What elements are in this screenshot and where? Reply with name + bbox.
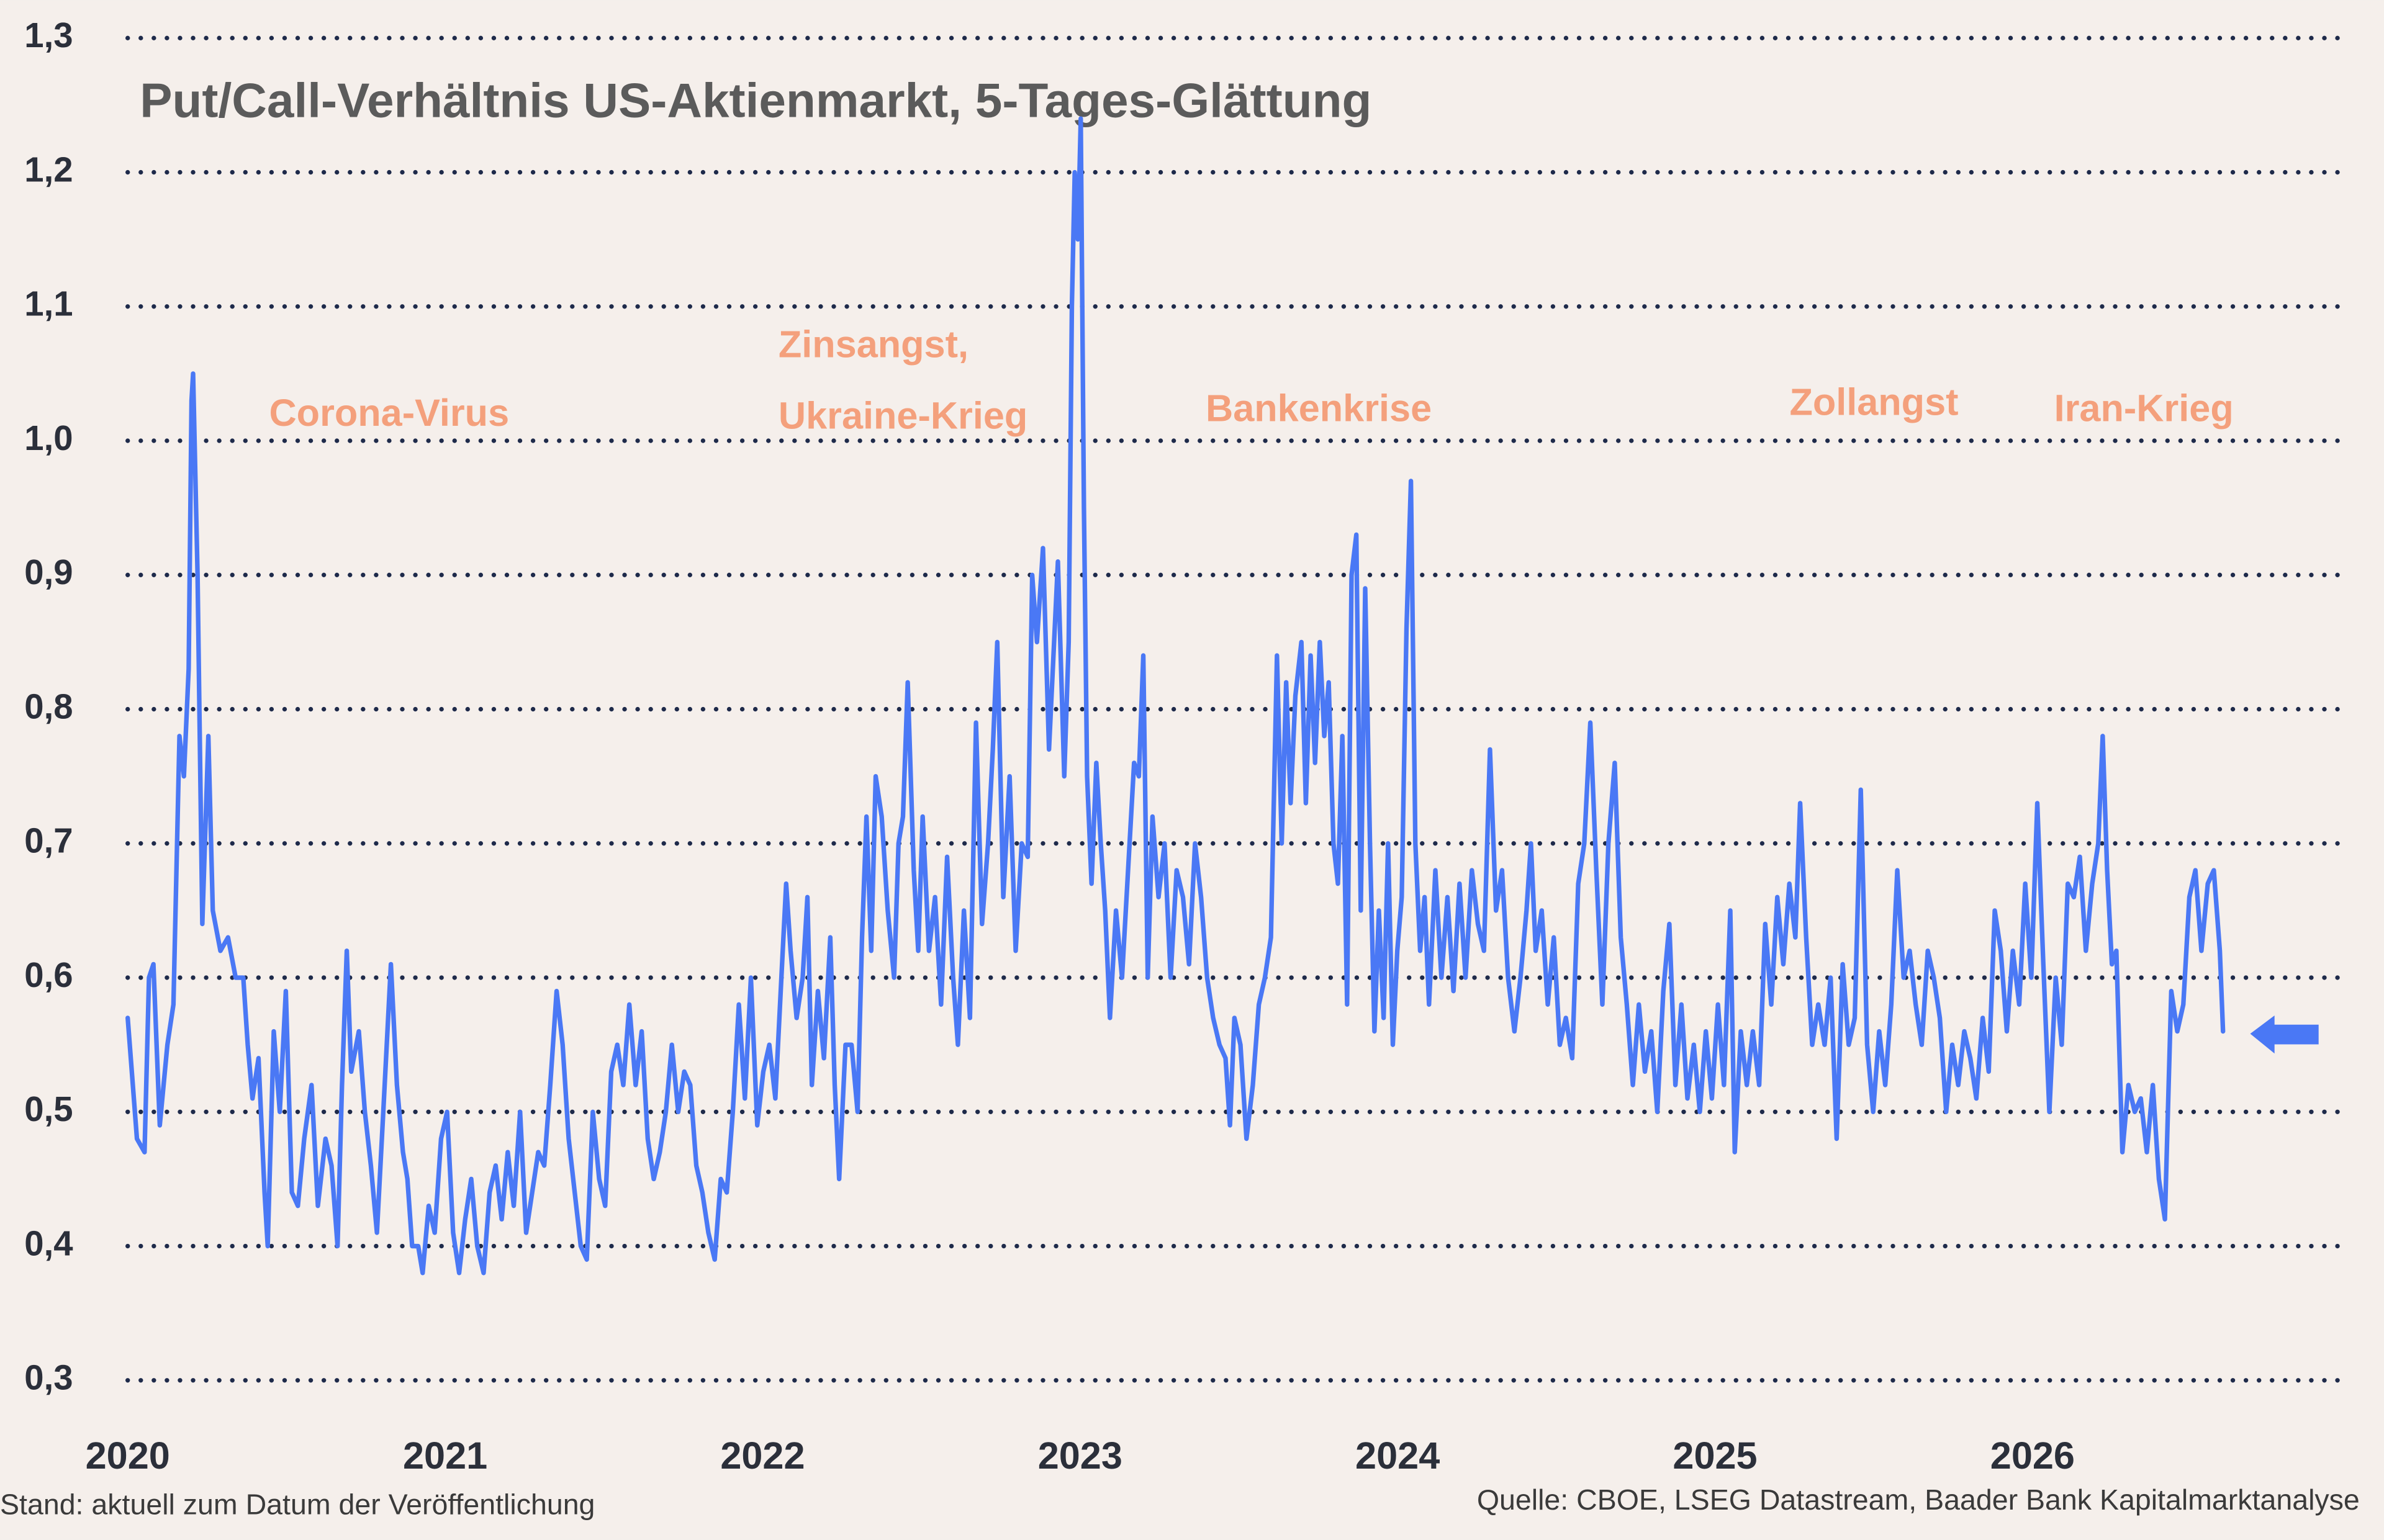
annotation: Corona-Virus [269, 392, 509, 434]
annotation: Iran-Krieg [2054, 387, 2234, 429]
annotation: Ukraine-Krieg [779, 395, 1027, 437]
annotation: Zinsangst, [779, 323, 968, 366]
y-tick-label: 0,8 [24, 687, 73, 726]
y-tick-label: 1,3 [24, 16, 73, 55]
x-tick-label: 2021 [403, 1434, 487, 1477]
y-tick-label: 0,7 [24, 821, 73, 860]
x-tick-label: 2020 [86, 1434, 170, 1477]
data-line [125, 116, 2226, 1276]
x-tick-label: 2026 [1990, 1434, 2075, 1477]
y-tick-label: 0,6 [24, 955, 73, 994]
x-tick-label: 2023 [1038, 1434, 1122, 1477]
y-tick-label: 1,0 [24, 418, 73, 457]
annotation: Zollangst [1789, 381, 1958, 423]
x-tick-label: 2025 [1673, 1434, 1757, 1477]
y-tick-label: 0,3 [24, 1358, 73, 1397]
x-tick-label: 2024 [1355, 1434, 1440, 1477]
footer-source: Quelle: CBOE, LSEG Datastream, Baader Ba… [1477, 1484, 2360, 1516]
y-tick-label: 1,1 [24, 284, 73, 323]
y-tick-label: 0,4 [24, 1223, 73, 1263]
current-value-arrow [2250, 1015, 2319, 1054]
y-tick-label: 0,9 [24, 552, 73, 592]
footer-note: Stand: aktuell zum Datum der Veröffentli… [0, 1488, 595, 1520]
grid [125, 35, 2344, 1383]
y-tick-label: 0,5 [24, 1089, 73, 1128]
annotation: Bankenkrise [1206, 387, 1432, 429]
y-tick-label: 1,2 [24, 150, 73, 189]
chart-title: Put/Call-Verhältnis US-Aktienmarkt, 5-Ta… [140, 73, 1371, 128]
x-tick-label: 2022 [720, 1434, 805, 1477]
plot [125, 116, 2226, 1276]
